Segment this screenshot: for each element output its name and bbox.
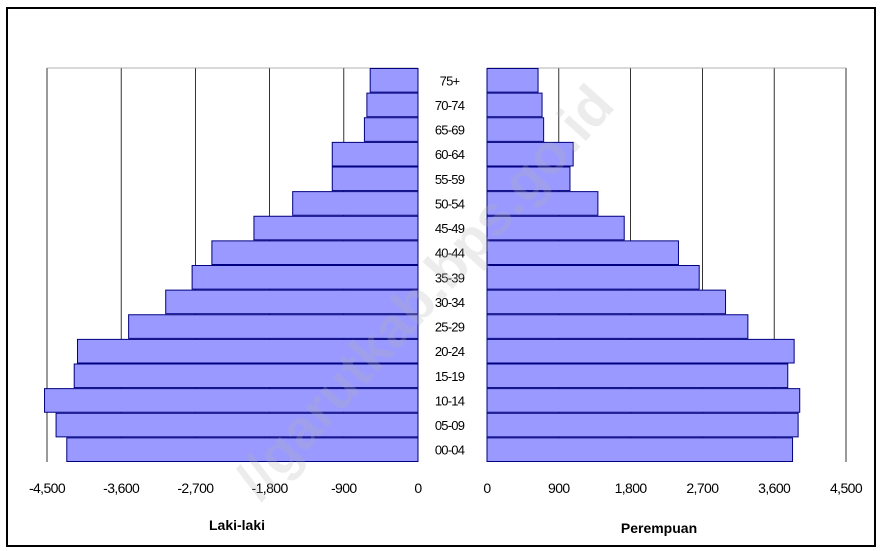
male-bar-50-54 [292,191,419,216]
male-bar-55-59 [331,166,419,192]
right-axis-tick-label: 1,800 [615,480,648,496]
left-axis-title: Laki-laki [209,517,265,533]
age-group-label: 40-44 [435,246,465,261]
right-axis-tick-label: 0 [483,480,491,496]
right-axis-tick-label: 3,600 [758,480,791,496]
age-group-label: 35-39 [435,270,465,285]
left-axis-tick-label: -3,600 [103,480,140,496]
female-bar-60-64 [486,141,574,167]
male-bar-30-34 [165,289,419,315]
male-bar-65-69 [363,117,419,142]
age-group-label: 45-49 [435,221,465,236]
male-bar-20-24 [77,338,419,364]
male-bar-70-74 [366,92,419,118]
male-bar-25-29 [128,314,419,339]
age-group-label: 25-29 [435,320,465,335]
left-axis-tick-label: -900 [331,480,357,496]
female-bar-45-49 [486,215,625,241]
age-group-label: 00-04 [435,443,465,458]
age-group-label: 55-59 [435,172,465,187]
male-bar-60-64 [331,141,419,167]
age-group-label: 05-09 [435,418,465,433]
female-bar-65-69 [486,117,545,142]
age-group-label: 15-19 [435,369,465,384]
male-bar-00-04 [66,437,419,462]
female-bar-40-44 [486,240,679,265]
chart-frame: 00-04 05-09 10-14 15-19 20-24 25-29 30-34 35-39… [6,7,876,547]
female-bar-15-19 [486,363,789,389]
female-bar-25-29 [486,314,749,339]
female-bar-50-54 [486,191,599,216]
population-pyramid-chart: 00-04 05-09 10-14 15-19 20-24 25-29 30-34 35-39… [29,67,863,536]
right-axis-title: Perempuan [621,520,697,536]
female-bar-35-39 [486,265,700,290]
male-bar-10-14 [44,388,419,413]
male-bar-75+ [369,68,419,93]
female-bar-75+ [486,68,539,93]
left-axis-tick-label: -2,700 [177,480,214,496]
male-bar-45-49 [253,215,419,241]
age-group-label: 30-34 [435,295,465,310]
right-axis-tick-label: 4,500 [830,480,863,496]
female-bar-00-04 [486,437,794,462]
male-bar-40-44 [211,240,419,265]
right-axis-tick-label: 900 [548,480,570,496]
female-bar-20-24 [486,338,795,364]
male-bar-35-39 [191,265,419,290]
age-group-label: 75+ [440,73,460,88]
male-bar-15-19 [73,363,419,389]
left-axis-tick-label: 0 [414,480,422,496]
left-axis-tick-label: -1,800 [252,480,289,496]
female-bar-55-59 [486,166,571,192]
age-group-label: 60-64 [435,147,465,162]
female-bar-05-09 [486,412,799,438]
female-bar-10-14 [486,388,801,413]
age-group-label: 50-54 [435,196,465,211]
age-group-label: 20-24 [435,344,465,359]
female-bar-30-34 [486,289,727,315]
age-group-label: 65-69 [435,123,465,138]
male-bar-05-09 [55,412,419,438]
age-group-label: 70-74 [435,98,465,113]
female-bar-70-74 [486,92,543,118]
age-group-label: 10-14 [435,393,465,408]
left-axis-tick-label: -4,500 [29,480,66,496]
right-axis-tick-label: 2,700 [686,480,719,496]
